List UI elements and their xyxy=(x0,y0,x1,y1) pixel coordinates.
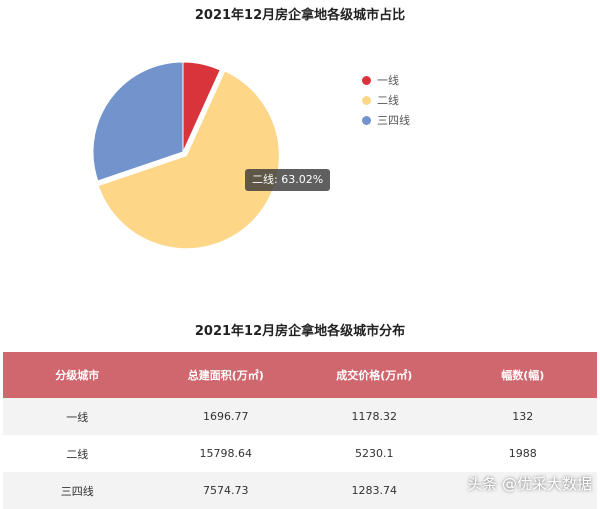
pie-chart xyxy=(92,61,280,250)
watermark: 头条 @优采大数据 xyxy=(467,475,592,493)
pie-legend: 一线 二线 三四线 xyxy=(362,70,410,130)
cell-count xyxy=(448,472,597,509)
column-header-price: 成交价格(万㎡) xyxy=(336,369,413,382)
cell-price: 5230.1 xyxy=(300,435,449,472)
pie-slice-2[interactable] xyxy=(97,70,280,250)
legend-label: 一线 xyxy=(377,74,399,87)
pie-chart-title: 2021年12月房企拿地各级城市占比 xyxy=(194,8,406,23)
cell-area: 15798.64 xyxy=(151,435,300,472)
table-row: 二线 15798.64 5230.1 1988 xyxy=(3,435,597,472)
cell-count: 132 xyxy=(448,398,597,435)
table-header-row: 分级城市 总建面积(万㎡) 成交价格(万㎡) 幅数(幅) xyxy=(3,352,597,398)
column-header-area: 总建面积(万㎡) xyxy=(187,369,264,382)
cell-city: 二线 xyxy=(3,435,152,472)
legend-marker xyxy=(362,95,371,105)
table-title: 2021年12月房企拿地各级城市分布 xyxy=(194,324,406,339)
legend-marker xyxy=(362,75,371,85)
table-row: 三四线 7574.73 1283.74 xyxy=(3,472,597,509)
legend-item[interactable]: 三四线 xyxy=(362,110,410,130)
legend-item[interactable]: 一线 xyxy=(362,70,410,90)
column-header-count: 幅数(幅) xyxy=(501,369,545,382)
pie-slice-3[interactable] xyxy=(92,61,184,182)
pie-tooltip: 二线: 63.02% xyxy=(245,169,331,191)
cell-price: 1283.74 xyxy=(300,472,449,509)
cell-price: 1178.32 xyxy=(300,398,449,435)
legend-item[interactable]: 二线 xyxy=(362,90,410,110)
table-row: 一线 1696.77 1178.32 132 xyxy=(3,398,597,435)
cell-area: 7574.73 xyxy=(151,472,300,509)
cell-city: 三四线 xyxy=(3,472,152,509)
column-header-city: 分级城市 xyxy=(55,369,100,382)
cell-count: 1988 xyxy=(448,435,597,472)
cell-area: 1696.77 xyxy=(151,398,300,435)
legend-label: 三四线 xyxy=(377,114,410,127)
legend-marker xyxy=(362,115,371,125)
legend-label: 二线 xyxy=(377,94,399,107)
cell-city: 一线 xyxy=(3,398,152,435)
city-distribution-table: 分级城市 总建面积(万㎡) 成交价格(万㎡) 幅数(幅) 一线 1696.77 … xyxy=(3,352,597,509)
